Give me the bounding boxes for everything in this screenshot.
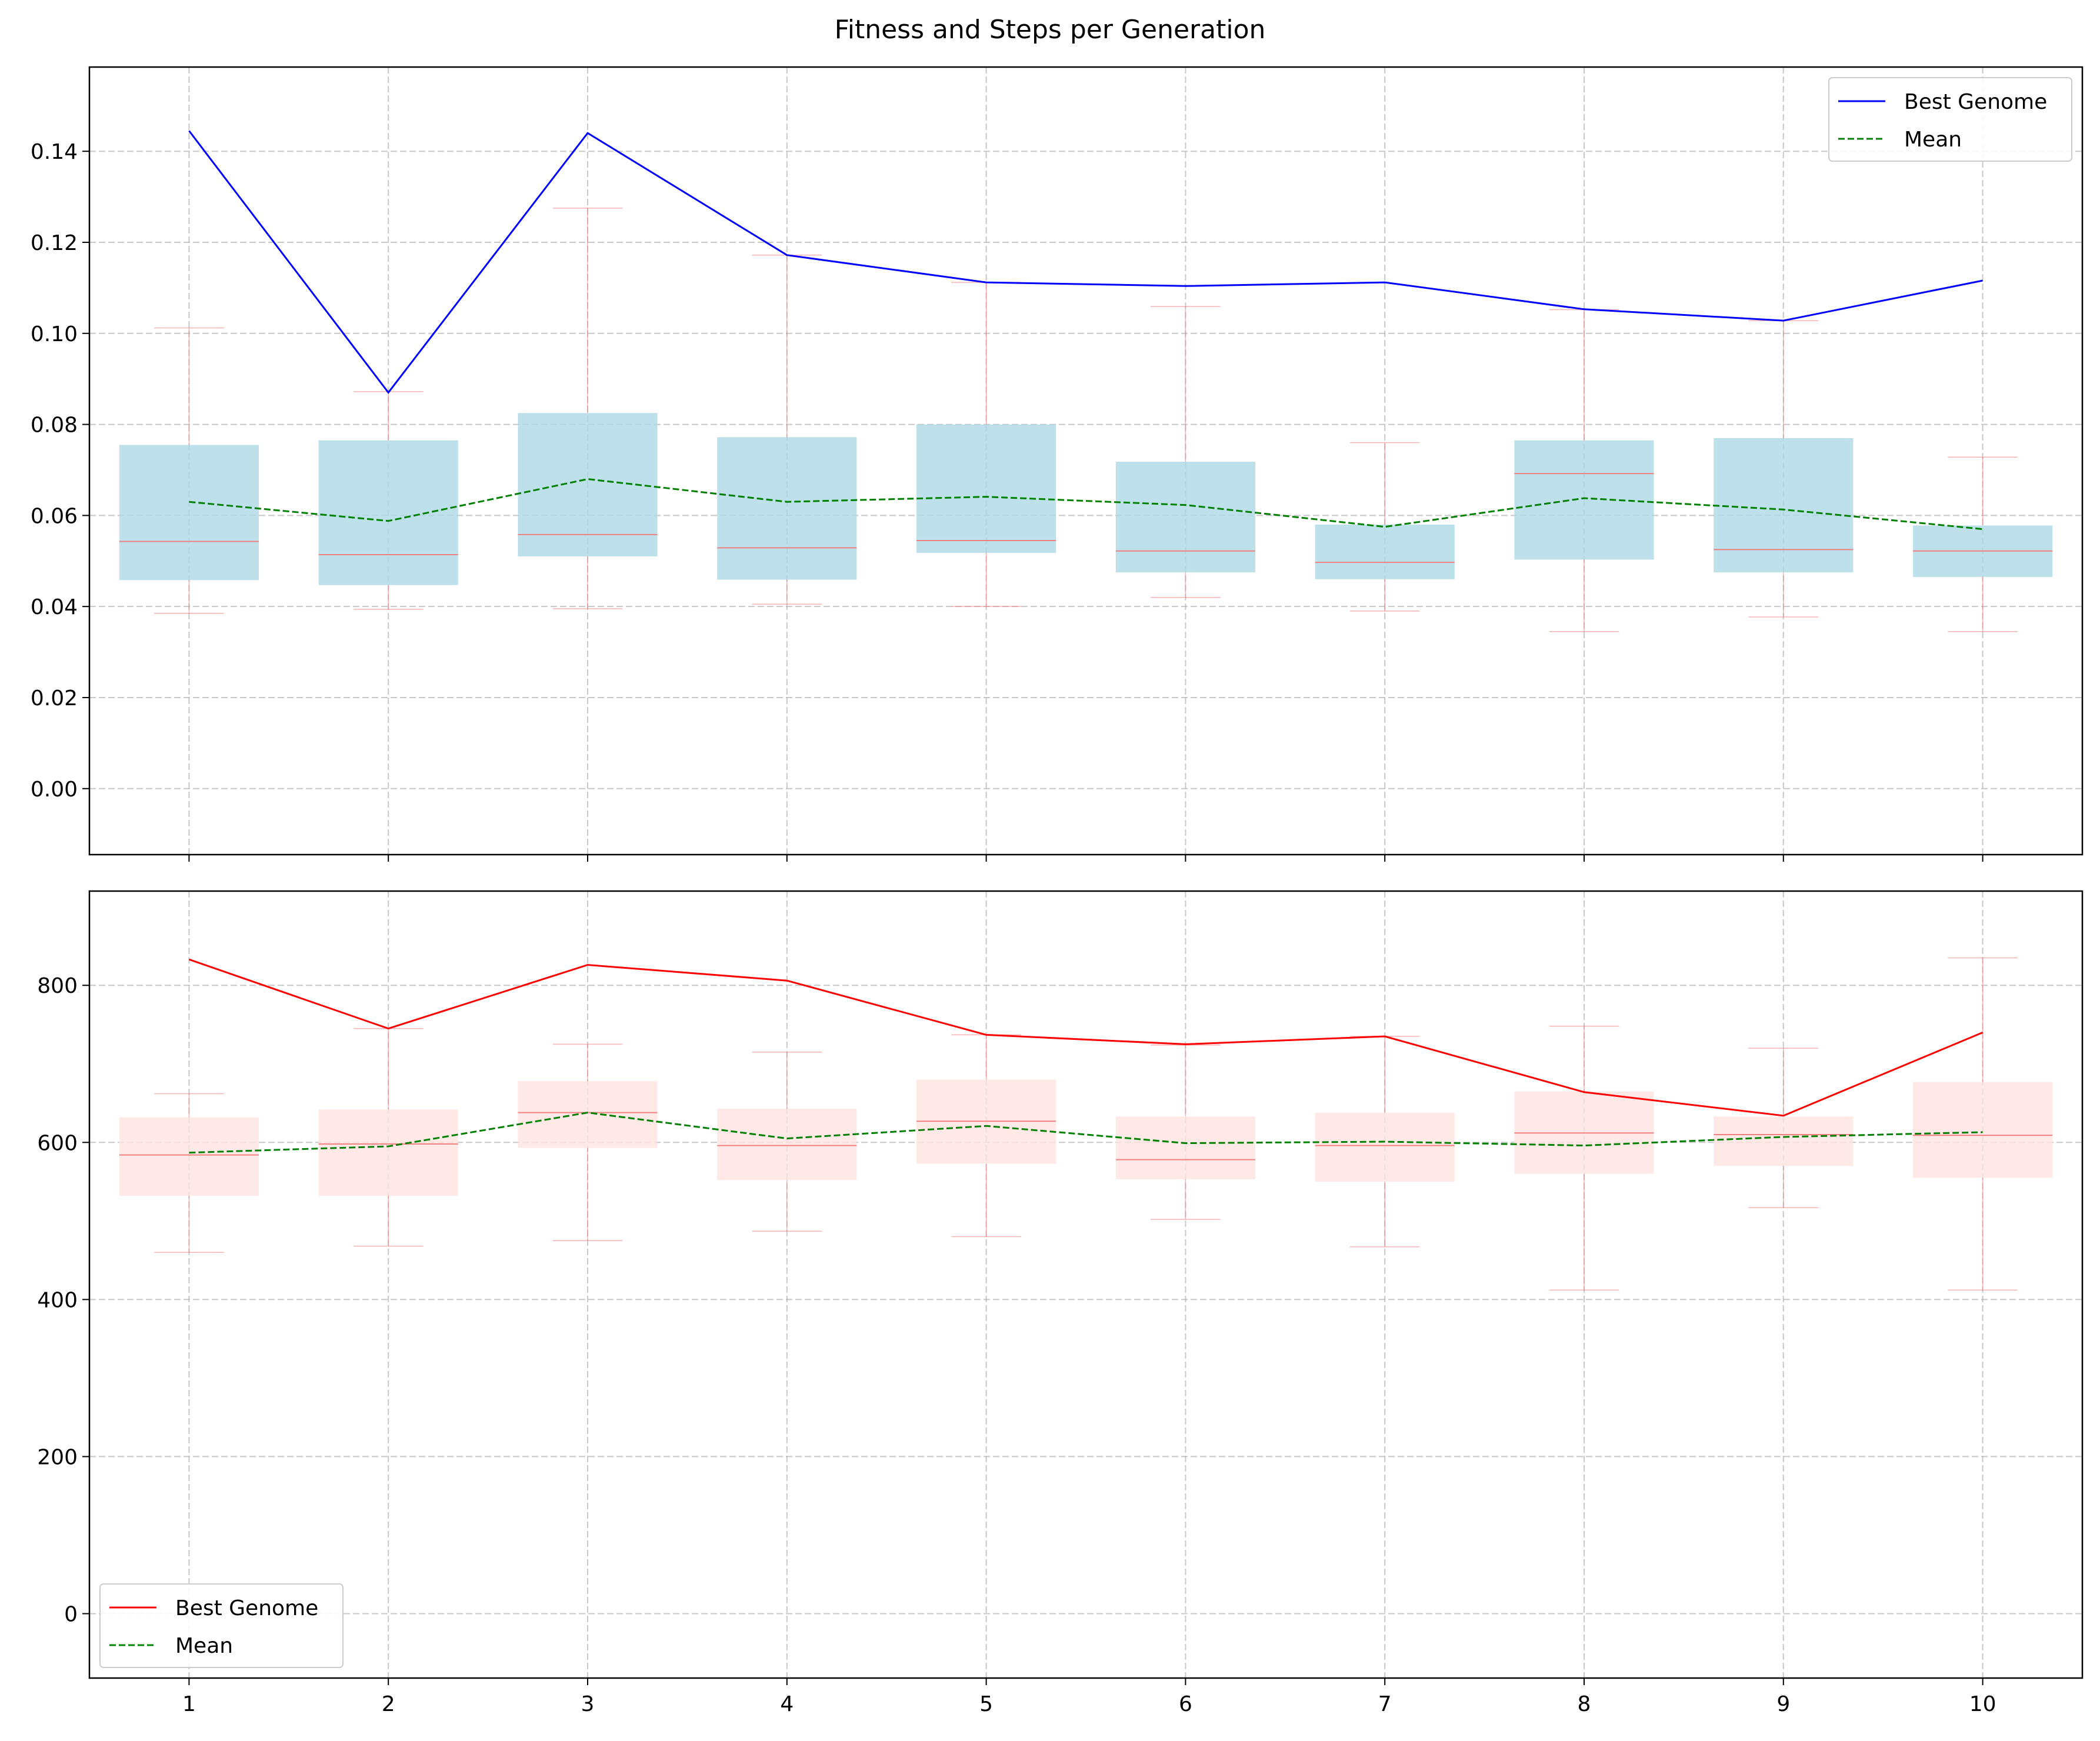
subplot-2-ytick-label: 600 xyxy=(37,1131,78,1155)
subplot-2-xtick-label: 5 xyxy=(979,1692,993,1716)
subplot-1-ytick-label: 0.12 xyxy=(31,231,78,255)
subplot-2-box xyxy=(1115,1116,1255,1180)
subplot-2-legend: Best Genome Mean xyxy=(99,1583,344,1668)
subplot-1-legend-label: Best Genome xyxy=(1904,90,2047,114)
subplot-2-box xyxy=(717,1108,857,1180)
subplot-1-box xyxy=(717,437,857,580)
subplot-1-ytick-label: 0.00 xyxy=(31,778,78,802)
subplot-2-frame xyxy=(88,890,2084,1679)
subplot-2-legend-label: Mean xyxy=(175,1634,233,1658)
subplot-2-box xyxy=(318,1109,458,1196)
subplot-1-series-best-genome xyxy=(188,130,1983,394)
subplot-1-frame xyxy=(88,66,2084,856)
subplot-1-box xyxy=(1514,440,1654,560)
subplot-1-ytick-label: 0.06 xyxy=(31,504,78,528)
subplot-1-box xyxy=(119,445,259,581)
subplot-2-box xyxy=(1714,1116,1854,1166)
subplot-1-box xyxy=(1315,524,1455,579)
subplot-1-ytick-label: 0.08 xyxy=(31,413,78,438)
subplot-2-xtick-label: 1 xyxy=(182,1692,196,1716)
subplot-2-box xyxy=(119,1117,259,1196)
subplot-2-xtick-label: 2 xyxy=(382,1692,395,1716)
subplot-2-series-best-genome xyxy=(188,958,1984,1117)
subplot-1-box xyxy=(518,413,658,557)
subplot-1-ytick-label: 0.04 xyxy=(31,595,78,619)
subplot-2-legend-frame xyxy=(99,1583,344,1668)
subplot-2-xtick-label: 7 xyxy=(1378,1692,1392,1716)
subplot-1-box xyxy=(916,424,1056,553)
subplot-2-box xyxy=(1913,1082,2053,1178)
subplot-2-axes: 0 200 400 600 800 1 2 3 4 5 6 7 8 9 10 Best Genome Mean xyxy=(37,890,2084,1716)
subplot-2-legend-label: Best Genome xyxy=(175,1596,318,1620)
subplot-1-ytick-label: 0.14 xyxy=(31,140,78,164)
subplot-1-legend: Best Genome Mean xyxy=(1828,77,2072,162)
subplot-1-box xyxy=(1714,438,1854,573)
subplot-2-xtick-label: 9 xyxy=(1776,1692,1790,1716)
subplot-2-ytick-label: 200 xyxy=(37,1445,78,1469)
subplot-1-ytick-label: 0.10 xyxy=(31,322,78,346)
subplot-2-xtick-label: 4 xyxy=(780,1692,794,1716)
subplot-2-box xyxy=(518,1081,658,1148)
subplot-1-box xyxy=(1115,462,1255,573)
subplot-2-xtick-label: 10 xyxy=(1969,1692,1996,1716)
subplot-2-ytick-label: 800 xyxy=(37,974,78,998)
subplot-2-xtick-label: 8 xyxy=(1578,1692,1591,1716)
subplot-2-xtick-label: 3 xyxy=(581,1692,595,1716)
subplot-2-xtick-label: 6 xyxy=(1179,1692,1192,1716)
subplot-1-legend-frame xyxy=(1828,77,2072,162)
subplot-2-ytick-label: 0 xyxy=(64,1603,78,1627)
subplot-2-box xyxy=(1315,1112,1455,1182)
subplot-2-series-mean xyxy=(189,1112,1983,1154)
subplot-1-series-mean xyxy=(189,478,1983,531)
subplot-1-axes: 0.00 0.02 0.04 0.06 0.08 0.10 0.12 0.14 Best Gen… xyxy=(31,66,2084,862)
subplot-1-ytick-label: 0.02 xyxy=(31,686,78,711)
chart-title: Fitness and Steps per Generation xyxy=(835,15,1266,45)
subplot-1-box xyxy=(318,440,458,585)
subplot-2-ytick-label: 400 xyxy=(37,1288,78,1312)
subplot-1-legend-label: Mean xyxy=(1904,128,1962,152)
